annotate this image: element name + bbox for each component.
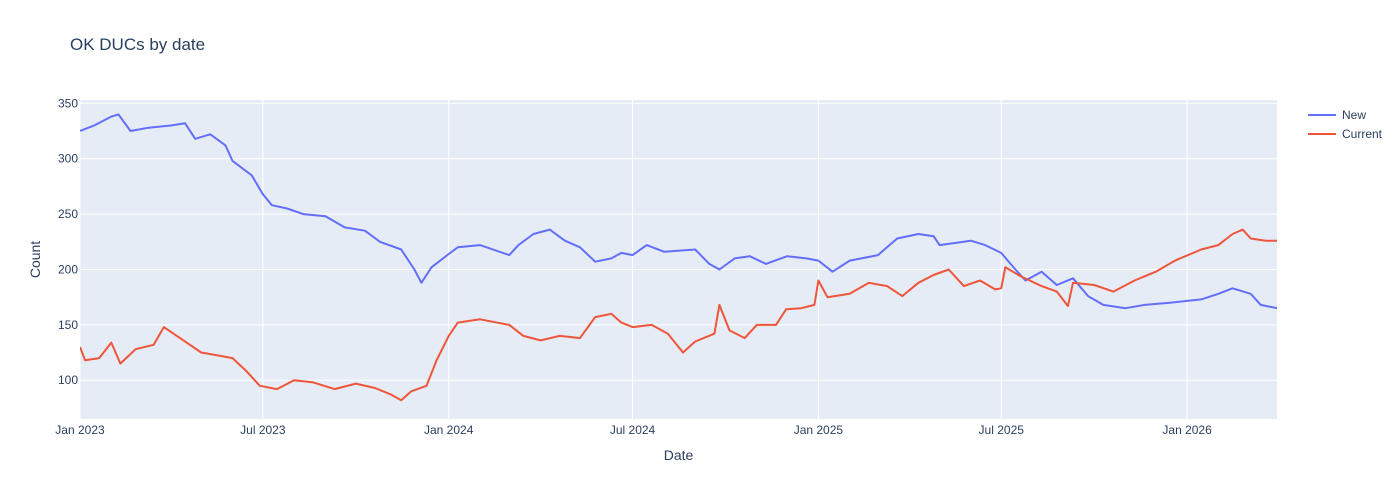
y-tick-label: 100: [58, 373, 78, 387]
y-tick-label: 250: [58, 207, 78, 221]
x-tick-label: Jan 2025: [794, 423, 844, 437]
x-tick-label: Jan 2023: [55, 423, 105, 437]
y-tick-label: 200: [58, 262, 78, 276]
y-tick-label: 300: [58, 152, 78, 166]
plot-area: [80, 100, 1277, 419]
legend-item-new[interactable]: New: [1308, 108, 1366, 122]
legend-label: Current: [1342, 127, 1383, 141]
axis-ticks: 100 150 200 250 300 350 Jan 2023 Jul 2023 Jan 20…: [55, 96, 1212, 437]
grid-lines: [79, 100, 1277, 419]
x-tick-label: Jul 2023: [240, 423, 286, 437]
x-tick-label: Jan 2026: [1162, 423, 1212, 437]
legend[interactable]: New Current: [1308, 108, 1383, 141]
y-tick-label: 150: [58, 318, 78, 332]
legend-item-current[interactable]: Current: [1308, 127, 1383, 141]
y-tick-label: 350: [58, 96, 78, 110]
x-tick-label: Jan 2024: [424, 423, 474, 437]
series-lines: [80, 113, 1277, 402]
series-line-new[interactable]: [80, 113, 1277, 310]
y-axis-title: Count: [27, 241, 43, 278]
chart-title: OK DUCs by date: [70, 35, 205, 54]
series-line-current[interactable]: [80, 228, 1277, 402]
x-tick-label: Jul 2025: [979, 423, 1025, 437]
legend-label: New: [1342, 108, 1366, 122]
x-tick-label: Jul 2024: [610, 423, 656, 437]
x-axis-title: Date: [664, 447, 694, 463]
